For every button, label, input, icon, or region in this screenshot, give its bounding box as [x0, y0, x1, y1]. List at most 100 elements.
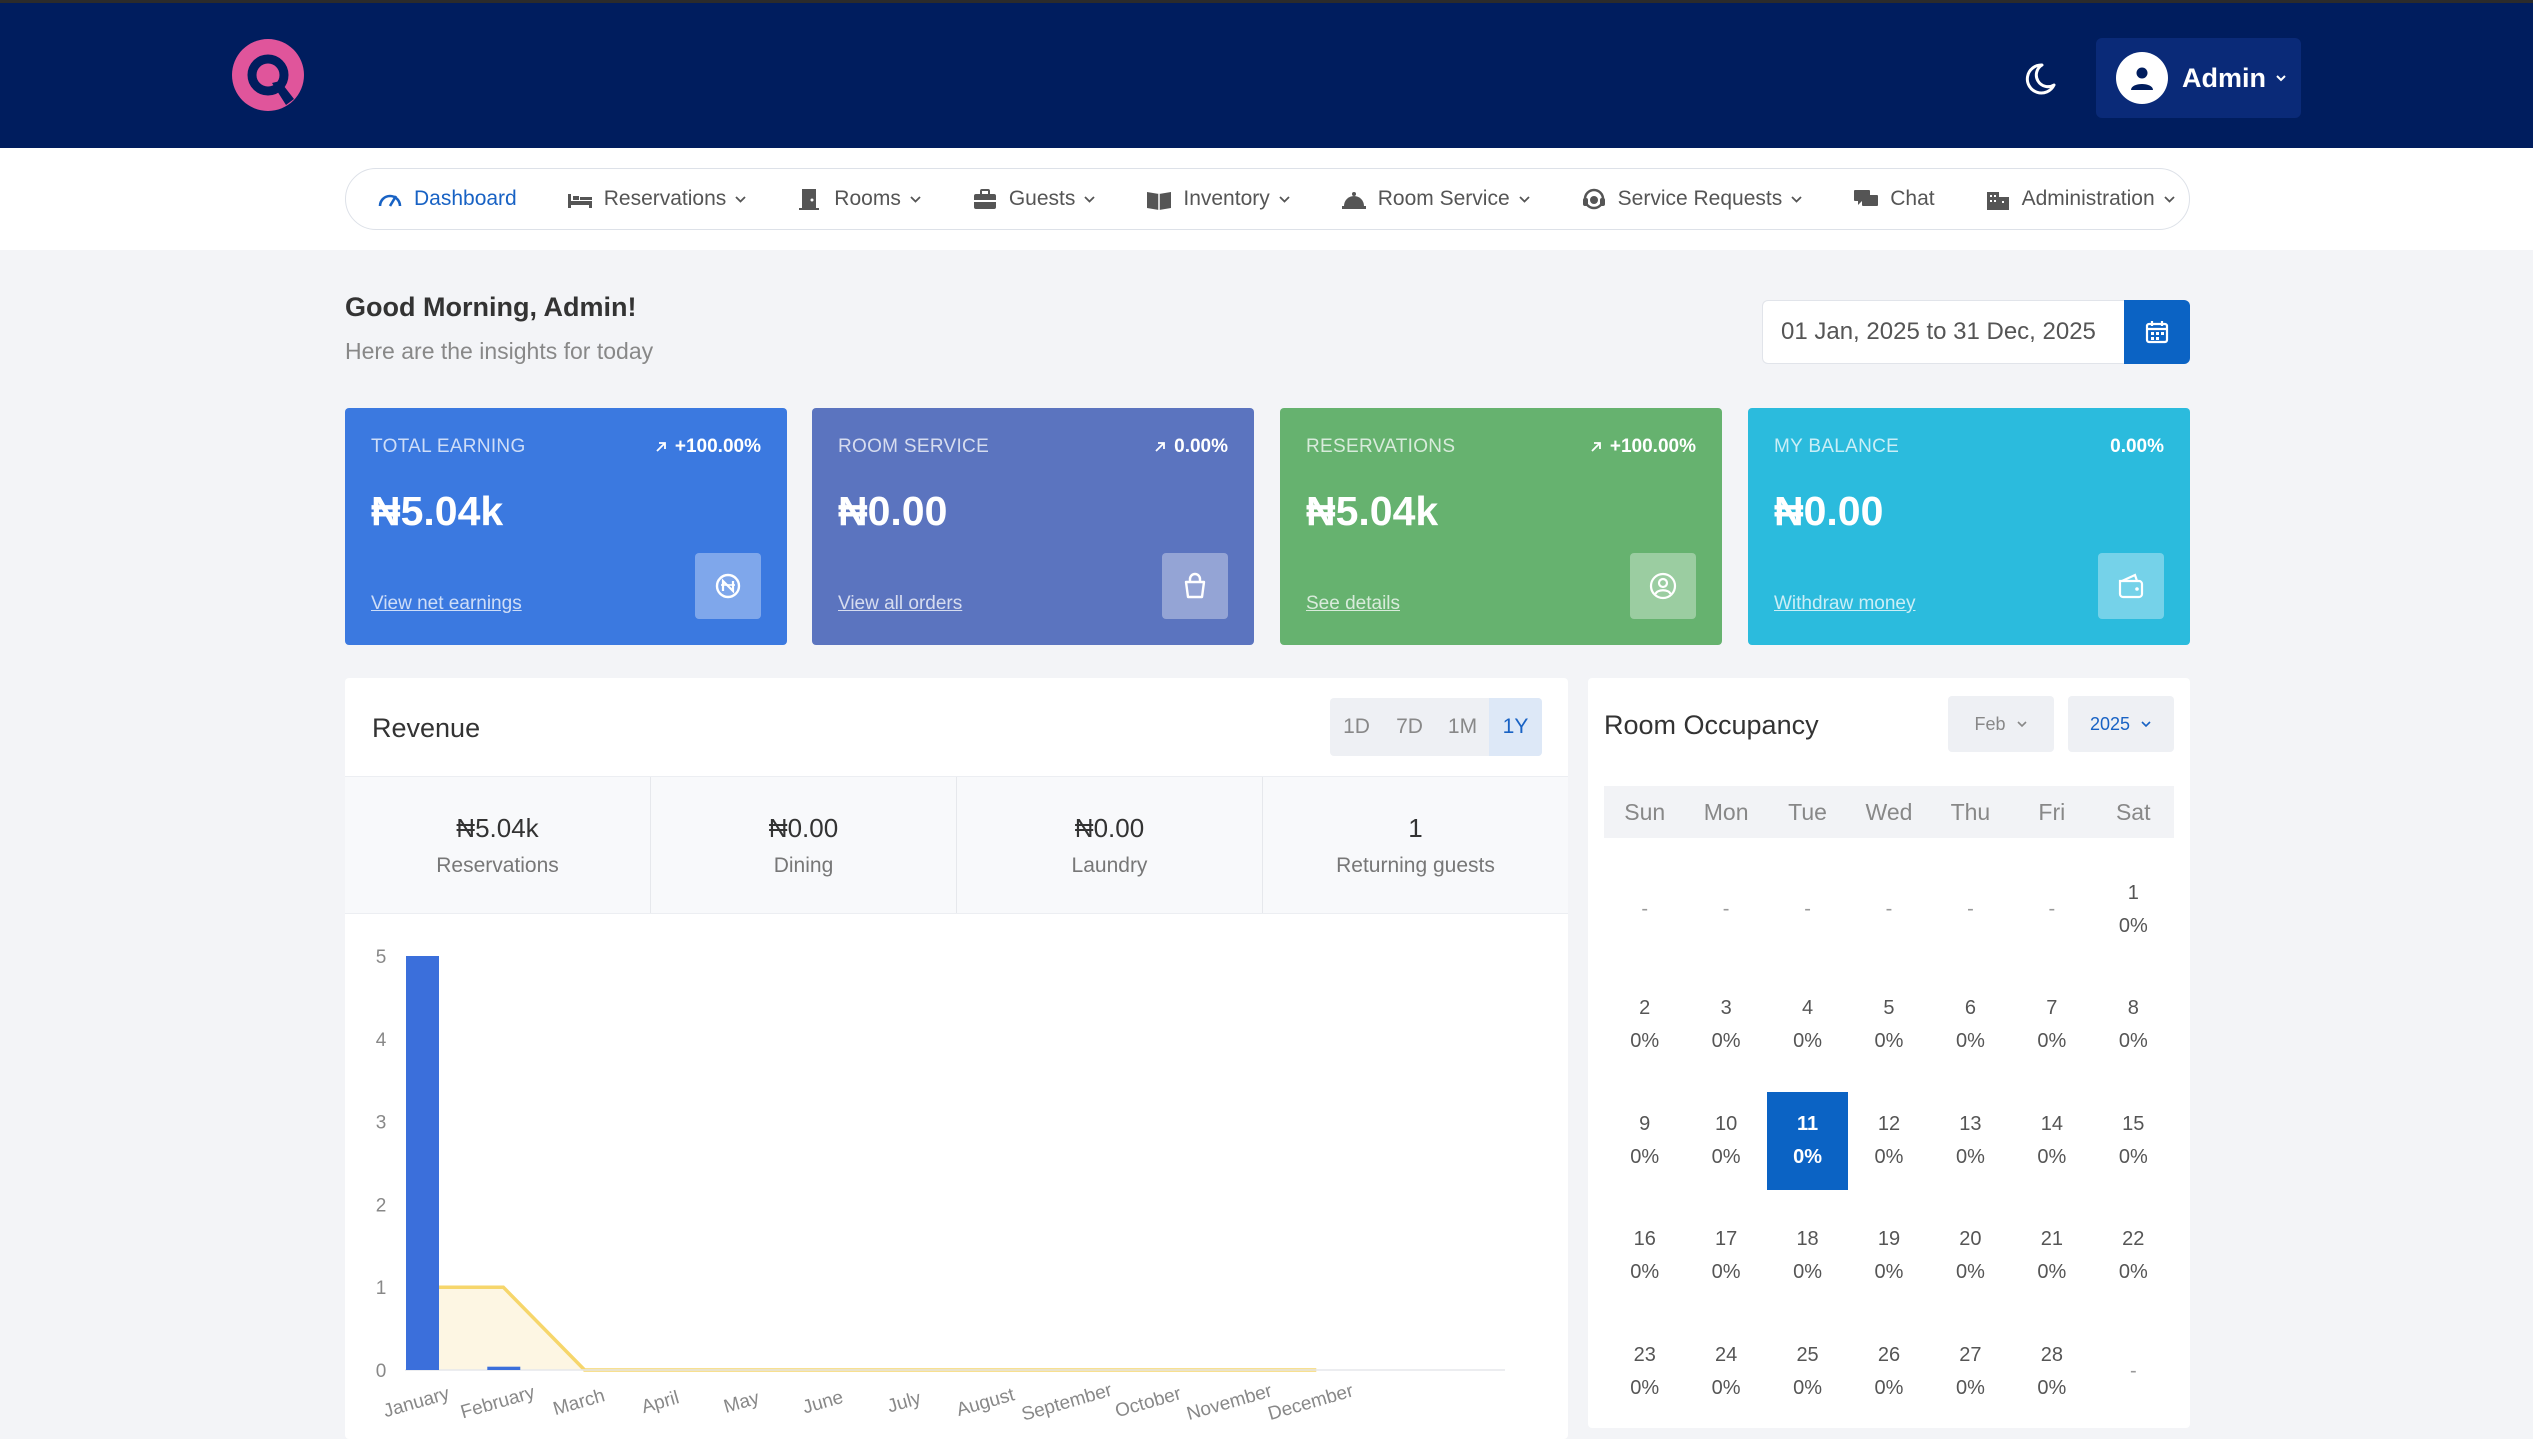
- arrow-up-right-icon: [1591, 442, 1601, 452]
- nav-room-service[interactable]: Room Service: [1340, 186, 1531, 212]
- month-select[interactable]: Feb: [1948, 696, 2054, 752]
- calendar-day[interactable]: 3 0%: [1686, 968, 1766, 1084]
- calendar-day[interactable]: 26 0%: [1849, 1314, 1929, 1430]
- calendar-day[interactable]: 9 0%: [1605, 1083, 1685, 1199]
- card-title: MY BALANCE: [1774, 436, 1900, 457]
- card-change: +100.00%: [1588, 436, 1696, 458]
- day-number: 21: [2040, 1228, 2063, 1251]
- day-number: 14: [2040, 1112, 2063, 1135]
- nav-chat[interactable]: Chat: [1852, 186, 1935, 212]
- nav-administration[interactable]: Administration: [1984, 186, 2176, 212]
- day-occupancy: 0%: [1793, 1261, 1823, 1284]
- calendar-day[interactable]: 28 0%: [2012, 1314, 2092, 1430]
- nav-reservations[interactable]: Reservations: [566, 186, 748, 212]
- revenue-stat-returning-guests: 1 Returning guests: [1263, 777, 1568, 913]
- nav-label: Guests: [1008, 187, 1076, 210]
- weekday-mon: Mon: [1703, 798, 1749, 825]
- calendar-day[interactable]: 24 0%: [1686, 1314, 1766, 1430]
- card-icon-box: [1162, 553, 1228, 619]
- calendar-day-empty: -: [1605, 852, 1685, 968]
- nav-label: Inventory: [1183, 187, 1270, 210]
- calendar-day[interactable]: 8 0%: [2093, 968, 2173, 1084]
- stat-label: Laundry: [1071, 853, 1148, 877]
- card-link[interactable]: View all orders: [838, 593, 963, 614]
- calendar-day[interactable]: 5 0%: [1849, 968, 1929, 1084]
- calendar-day[interactable]: 19 0%: [1849, 1199, 1929, 1315]
- calendar-day[interactable]: 14 0%: [2012, 1083, 2092, 1199]
- y-tick-label: 0: [376, 1361, 387, 1382]
- weekday-sat: Sat: [2115, 798, 2151, 825]
- occupancy-calendar: - - - - - -1 0% 2 0% 3 0% 4 0% 5 0% 6 0% 7 0% 8 0% 9 0% 10 0% 11 0…: [1604, 852, 2174, 1430]
- day-number: 9: [1639, 1112, 1651, 1135]
- nav-rooms[interactable]: Rooms: [796, 186, 922, 212]
- day-number: 19: [1877, 1228, 1901, 1251]
- nav-inventory[interactable]: Inventory: [1145, 186, 1290, 212]
- calendar-icon: [2145, 321, 2169, 344]
- weekday-sun: Sun: [1624, 798, 1666, 825]
- day-occupancy: 0%: [1630, 1261, 1660, 1284]
- nav-service-requests[interactable]: Service Requests: [1580, 186, 1804, 212]
- day-number: 17: [1715, 1228, 1738, 1251]
- calendar-day[interactable]: 25 0%: [1767, 1314, 1847, 1430]
- calendar-day[interactable]: 10 0%: [1686, 1083, 1766, 1199]
- stat-label: Reservations: [436, 853, 559, 877]
- tab-7d[interactable]: 7D: [1396, 715, 1423, 738]
- card-value: ₦5.04k: [1306, 488, 1439, 534]
- calendar-day[interactable]: 15 0%: [2093, 1083, 2173, 1199]
- logo[interactable]: [232, 39, 308, 115]
- date-range-input[interactable]: 01 Jan, 2025 to 31 Dec, 2025: [1762, 300, 2124, 364]
- card-change: 0.00%: [2110, 436, 2164, 458]
- nav-label: Reservations: [603, 187, 727, 210]
- year-select[interactable]: 2025: [2068, 696, 2174, 752]
- tab-1d[interactable]: 1D: [1343, 715, 1370, 738]
- day-number: 11: [1796, 1112, 1819, 1135]
- bar-january: [406, 956, 439, 1370]
- calendar-day[interactable]: 11 0%: [1767, 1091, 1848, 1190]
- calendar-button[interactable]: [2124, 300, 2190, 364]
- calendar-day[interactable]: 23 0%: [1605, 1314, 1685, 1430]
- calendar-day[interactable]: 18 0%: [1767, 1199, 1847, 1315]
- chevron-down-icon: [2141, 721, 2151, 728]
- day-occupancy: 0%: [2037, 1145, 2067, 1168]
- chevron-down-icon: [1519, 195, 1530, 203]
- revenue-title: Revenue: [372, 713, 481, 743]
- calendar-day[interactable]: 4 0%: [1767, 968, 1847, 1084]
- calendar-day[interactable]: 17 0%: [1686, 1199, 1766, 1315]
- admin-menu-button[interactable]: Admin: [2096, 38, 2301, 118]
- weekday-fri: Fri: [2038, 798, 2066, 825]
- x-tick-label: August: [954, 1384, 1017, 1421]
- card-link[interactable]: See details: [1306, 593, 1401, 614]
- user-circle-icon: [1649, 572, 1677, 600]
- nav-guests[interactable]: Guests: [971, 186, 1097, 212]
- card-link[interactable]: View net earnings: [371, 593, 522, 614]
- day-occupancy: 0%: [2037, 1376, 2067, 1399]
- calendar-day[interactable]: 1 0%: [2093, 852, 2173, 968]
- day-number: -: [1967, 898, 1974, 921]
- calendar-day[interactable]: 2 0%: [1605, 968, 1685, 1084]
- calendar-day[interactable]: 20 0%: [1930, 1199, 2010, 1315]
- day-number: 15: [2122, 1112, 2145, 1135]
- calendar-day[interactable]: 12 0%: [1849, 1083, 1929, 1199]
- calendar-day[interactable]: 21 0%: [2012, 1199, 2092, 1315]
- calendar-day[interactable]: 7 0%: [2012, 968, 2092, 1084]
- calendar-day[interactable]: 22 0%: [2093, 1199, 2173, 1315]
- tab-1m[interactable]: 1M: [1447, 715, 1478, 738]
- revenue-stat-laundry: ₦0.00 Laundry: [957, 777, 1263, 913]
- calendar-day-empty: -: [2093, 1314, 2173, 1430]
- day-occupancy: 0%: [1874, 1030, 1904, 1053]
- calendar-day[interactable]: 6 0%: [1930, 968, 2010, 1084]
- nav-label: Room Service: [1377, 187, 1510, 210]
- day-number: 10: [1715, 1112, 1738, 1135]
- card-link[interactable]: Withdraw money: [1774, 593, 1916, 614]
- calendar-day[interactable]: 13 0%: [1930, 1083, 2010, 1199]
- day-occupancy: 0%: [1711, 1145, 1741, 1168]
- x-tick-label: June: [800, 1387, 845, 1419]
- arrow-up-right-icon: [1155, 442, 1166, 452]
- tab-1y[interactable]: 1Y: [1489, 698, 1542, 756]
- calendar-day[interactable]: 16 0%: [1605, 1199, 1685, 1315]
- calendar-day[interactable]: 27 0%: [1930, 1314, 2010, 1430]
- greeting-subtitle: Here are the insights for today: [345, 338, 654, 364]
- moon-icon[interactable]: [2020, 59, 2060, 99]
- day-occupancy: 0%: [1630, 1030, 1660, 1053]
- nav-dashboard[interactable]: Dashboard: [376, 186, 517, 212]
